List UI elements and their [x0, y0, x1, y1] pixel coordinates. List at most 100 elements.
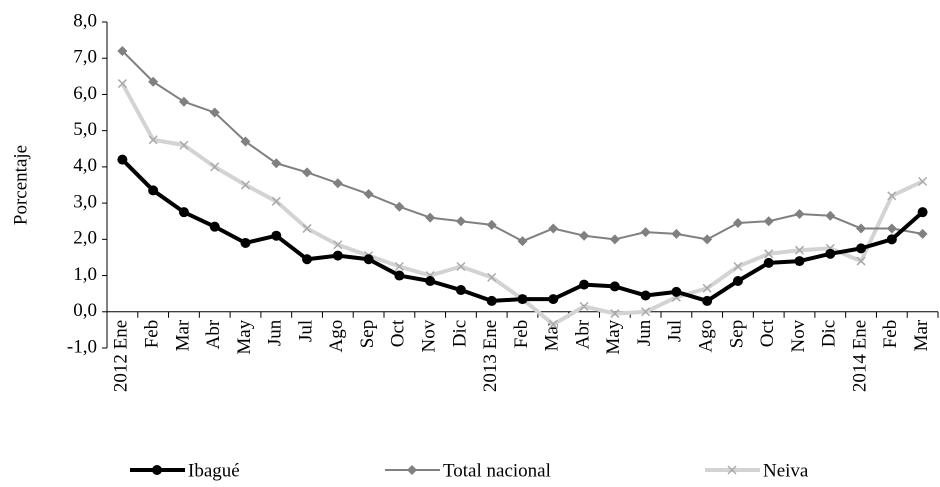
legend-label: Neiva	[763, 460, 809, 481]
legend-label: Total nacional	[443, 460, 551, 481]
data-point	[363, 254, 374, 265]
data-point	[302, 167, 313, 178]
data-point	[209, 221, 220, 232]
data-point	[640, 290, 651, 301]
data-point	[148, 135, 158, 145]
data-point	[117, 154, 128, 165]
data-point	[517, 294, 528, 305]
x-tick-label: Mar	[911, 319, 932, 351]
data-point	[271, 158, 282, 169]
series-line	[120, 158, 924, 303]
y-axis-label: Porcentaje	[10, 145, 31, 225]
data-point	[733, 261, 743, 272]
data-point	[210, 162, 220, 172]
legend-marker	[407, 465, 417, 475]
x-tick-label: May	[234, 319, 255, 354]
data-point	[887, 191, 897, 201]
y-tick-label: 6,0	[73, 83, 97, 104]
data-point	[548, 223, 559, 234]
data-point	[517, 236, 528, 247]
data-point	[579, 230, 590, 241]
data-point	[671, 228, 682, 239]
data-point	[240, 136, 251, 147]
x-tick-label: Jun	[634, 319, 655, 346]
legend-marker	[727, 465, 737, 475]
data-point	[455, 216, 466, 227]
data-point	[732, 275, 743, 286]
data-point	[333, 240, 343, 250]
x-tick-label: Sep	[357, 320, 378, 349]
x-tick-label: Sep	[726, 320, 747, 349]
data-point	[240, 237, 251, 248]
data-point	[856, 243, 867, 254]
data-point	[548, 319, 558, 329]
data-point	[332, 178, 343, 189]
data-point	[732, 218, 743, 229]
data-point	[579, 279, 590, 290]
data-point	[702, 283, 712, 293]
data-point	[609, 281, 620, 292]
data-point	[425, 275, 436, 286]
data-point	[148, 76, 159, 87]
x-tick-label: Feb	[880, 320, 901, 349]
x-tick-label: Jun	[265, 319, 286, 346]
data-point	[702, 234, 713, 245]
x-tick-label: Ago	[326, 320, 347, 353]
data-point	[271, 230, 282, 241]
legend-label: Ibagué	[188, 460, 240, 481]
legend-marker	[152, 465, 162, 475]
data-point	[487, 272, 497, 282]
x-tick-label: Nov	[788, 319, 809, 352]
x-tick-label: 2014 Ene	[849, 320, 870, 392]
data-point	[179, 140, 189, 150]
data-point	[240, 180, 251, 190]
data-point	[640, 227, 651, 238]
data-point	[302, 254, 313, 265]
data-point	[763, 257, 774, 268]
data-point	[917, 228, 928, 239]
x-tick-label: Nov	[419, 319, 440, 352]
y-tick-label: 5,0	[73, 119, 97, 140]
data-point	[394, 270, 405, 281]
x-tick-label: Ago	[696, 320, 717, 353]
y-tick-label: 0,0	[73, 300, 97, 321]
data-point	[886, 223, 897, 234]
data-point	[455, 285, 466, 296]
data-point	[363, 189, 374, 200]
x-tick-label: Feb	[142, 320, 163, 349]
x-tick-label: 2012 Ene	[111, 320, 132, 392]
data-point	[394, 201, 405, 212]
data-point	[794, 256, 805, 267]
x-tick-label: Dic	[449, 320, 470, 347]
data-point	[609, 234, 620, 245]
data-point	[917, 207, 928, 218]
data-point	[825, 248, 836, 259]
data-point	[764, 249, 774, 259]
data-point	[178, 96, 189, 107]
x-tick-label: Jul	[295, 320, 316, 342]
data-point	[332, 250, 343, 261]
data-point	[641, 307, 651, 317]
data-point	[671, 286, 682, 297]
y-tick-label: 4,0	[73, 155, 97, 176]
data-point	[763, 216, 774, 227]
data-point	[117, 45, 128, 56]
data-point	[178, 207, 189, 218]
x-tick-label: Abr	[572, 319, 593, 349]
y-tick-label: 3,0	[73, 191, 97, 212]
data-point	[486, 295, 497, 306]
data-point	[825, 210, 836, 221]
data-point	[148, 185, 159, 196]
series-line	[120, 82, 924, 327]
x-tick-label: 2013 Ene	[480, 320, 501, 392]
x-tick-label: Oct	[388, 319, 409, 347]
x-tick-label: Feb	[511, 320, 532, 349]
y-tick-label: 7,0	[73, 47, 97, 68]
data-point	[856, 223, 867, 234]
y-tick-label: 2,0	[73, 228, 97, 249]
data-point	[794, 208, 805, 219]
data-point	[425, 212, 436, 223]
data-point	[302, 223, 312, 233]
data-point	[548, 294, 559, 305]
